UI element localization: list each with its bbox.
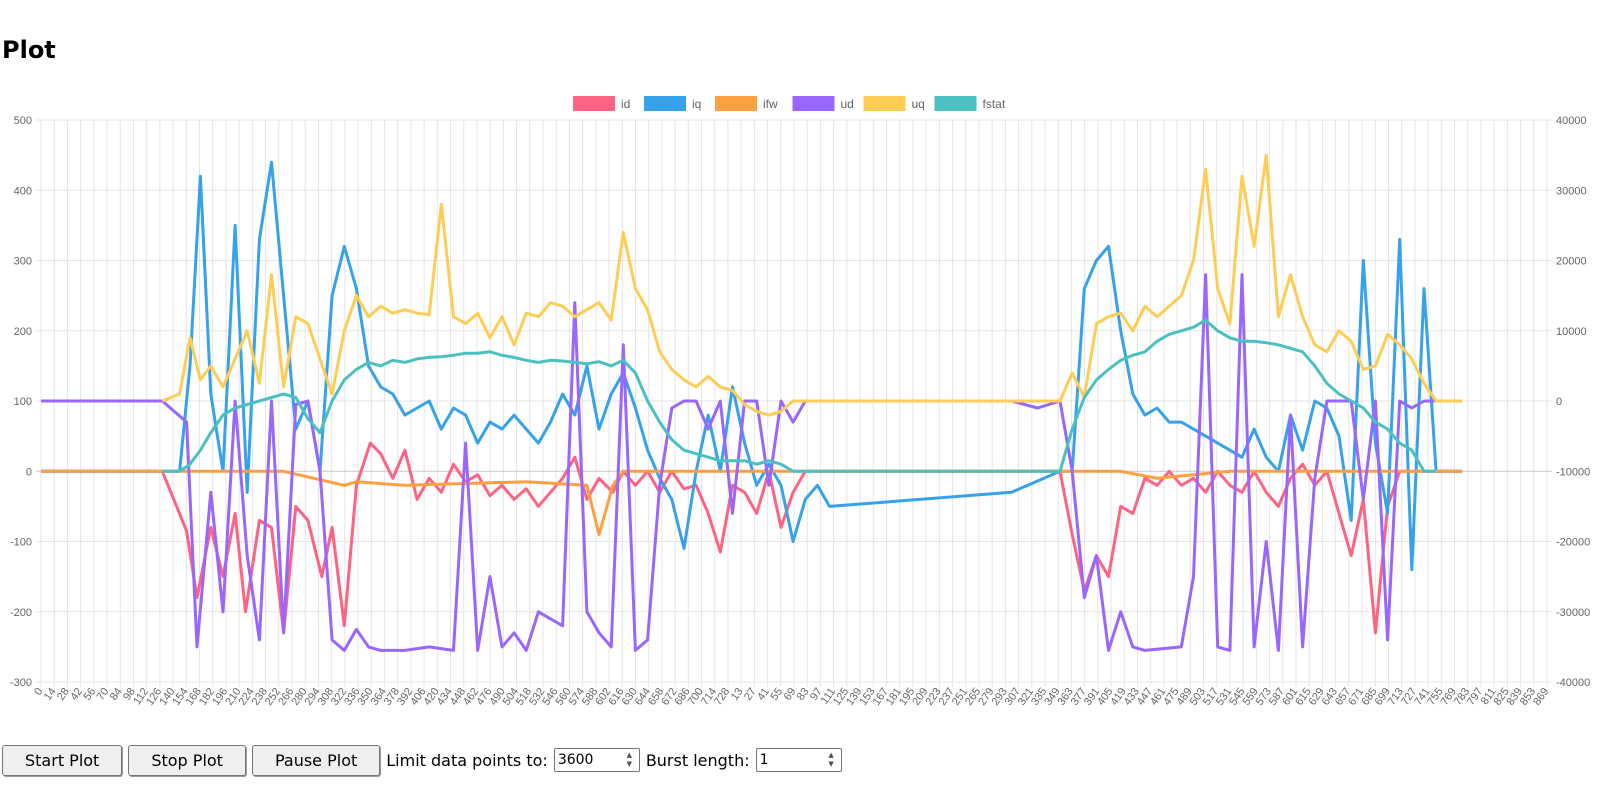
legend-swatch bbox=[863, 96, 906, 111]
series-line-iq bbox=[41, 160, 1463, 572]
x-tick-label: 27 bbox=[742, 686, 759, 703]
x-tick-label: 56 bbox=[81, 686, 98, 703]
y-left-tick-label: -200 bbox=[10, 607, 32, 619]
legend-label: iq bbox=[692, 97, 701, 111]
x-axis: 0142842567084981121261401541681821962102… bbox=[32, 686, 1551, 708]
series-line-fstat bbox=[162, 318, 1437, 473]
x-tick-label: 14 bbox=[42, 686, 59, 703]
x-tick-label: 70 bbox=[95, 686, 112, 703]
burst-length-label: Burst length: bbox=[645, 750, 750, 770]
y-right-tick-label: -20000 bbox=[1556, 537, 1590, 549]
legend-label: fstat bbox=[983, 97, 1006, 111]
y-right-tick-label: -30000 bbox=[1556, 607, 1590, 619]
pause-plot-button[interactable]: Pause Plot bbox=[251, 744, 381, 776]
x-tick-label: 98 bbox=[121, 686, 138, 703]
y-right-tick-label: 40000 bbox=[1556, 115, 1587, 127]
line-chart: 500 400 300 200 100 0 -100 -200 -300 40000 30000 20… bbox=[10, 96, 1590, 708]
series-line-uq bbox=[161, 153, 1463, 417]
y-left-tick-label: 0 bbox=[26, 466, 32, 478]
series-lines bbox=[41, 153, 1463, 652]
limit-data-points-label: Limit data points to: bbox=[386, 750, 548, 770]
start-plot-button[interactable]: Start Plot bbox=[2, 744, 123, 776]
legend: id iq ifw ud uq fstat bbox=[573, 96, 1006, 111]
x-tick-label: 42 bbox=[68, 686, 85, 703]
x-tick-label: 84 bbox=[108, 686, 125, 703]
y-right-tick-label: -40000 bbox=[1556, 677, 1590, 689]
legend-item-id[interactable]: id bbox=[573, 96, 630, 111]
legend-label: uq bbox=[912, 97, 925, 111]
x-tick-label: 41 bbox=[755, 686, 772, 703]
y-left-tick-label: 200 bbox=[14, 326, 32, 338]
plot-controls: Start Plot Stop Plot Pause Plot Limit da… bbox=[2, 744, 848, 776]
y-left-tick-label: 500 bbox=[14, 115, 32, 127]
spinner-arrows-icon[interactable]: ▲ ▼ bbox=[626, 751, 632, 768]
legend-label: id bbox=[621, 97, 630, 111]
y-left-tick-label: 100 bbox=[14, 396, 32, 408]
y-axis-left: 500 400 300 200 100 0 -100 -200 -300 bbox=[10, 115, 32, 689]
y-left-tick-label: -100 bbox=[10, 537, 32, 549]
legend-swatch bbox=[573, 96, 615, 111]
x-tick-label: 13 bbox=[729, 686, 746, 703]
y-left-tick-label: 400 bbox=[14, 185, 32, 197]
x-tick-label: 55 bbox=[768, 686, 785, 703]
legend-swatch bbox=[715, 96, 757, 111]
x-tick-label: 97 bbox=[808, 686, 825, 703]
y-right-tick-label: 10000 bbox=[1556, 326, 1587, 338]
x-tick-label: 83 bbox=[795, 686, 812, 703]
x-tick-label: 869 bbox=[1531, 686, 1551, 708]
y-left-tick-label: 300 bbox=[14, 256, 32, 268]
legend-item-fstat[interactable]: fstat bbox=[934, 96, 1006, 111]
y-right-tick-label: 30000 bbox=[1556, 185, 1587, 197]
y-right-tick-label: 0 bbox=[1556, 396, 1562, 408]
page-title: Plot bbox=[2, 36, 56, 64]
spinner-arrows-icon[interactable]: ▲ ▼ bbox=[828, 751, 834, 768]
x-tick-label: 69 bbox=[782, 686, 799, 703]
legend-label: ud bbox=[841, 97, 854, 111]
y-right-tick-label: -10000 bbox=[1556, 466, 1590, 478]
legend-swatch bbox=[644, 96, 686, 111]
legend-item-iq[interactable]: iq bbox=[644, 96, 701, 111]
legend-swatch bbox=[792, 96, 835, 111]
legend-item-ifw[interactable]: ifw bbox=[715, 96, 778, 111]
y-left-tick-label: -300 bbox=[10, 677, 32, 689]
legend-swatch bbox=[934, 96, 977, 111]
limit-data-points-stepper[interactable]: ▲▼ bbox=[553, 748, 640, 772]
x-tick-label: 28 bbox=[55, 686, 72, 703]
legend-label: ifw bbox=[763, 97, 778, 111]
y-right-tick-label: 20000 bbox=[1556, 256, 1587, 268]
series-line-ud bbox=[41, 273, 1463, 652]
legend-item-ud[interactable]: ud bbox=[792, 96, 854, 111]
y-axis-right: 40000 30000 20000 10000 0 -10000 -20000 -30000 -… bbox=[1556, 115, 1590, 689]
burst-length-stepper[interactable]: ▲▼ bbox=[755, 748, 842, 772]
burst-length-input[interactable] bbox=[759, 750, 820, 770]
x-tick-label: 0 bbox=[32, 686, 45, 698]
legend-item-uq[interactable]: uq bbox=[863, 96, 925, 111]
limit-data-points-input[interactable] bbox=[557, 750, 618, 770]
stop-plot-button[interactable]: Stop Plot bbox=[128, 744, 246, 776]
